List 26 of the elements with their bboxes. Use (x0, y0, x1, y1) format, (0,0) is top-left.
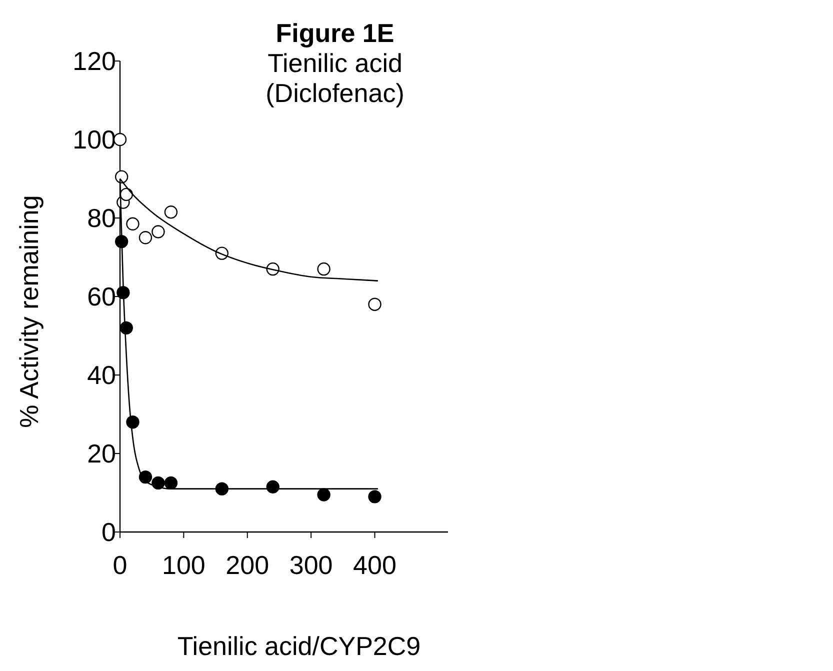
y-tick-label: 0 (102, 517, 116, 547)
y-tick-label: 120 (72, 46, 116, 76)
point (164, 206, 178, 219)
point (114, 170, 128, 184)
y-tick-label: 60 (87, 282, 116, 312)
y-tick-label: 100 (72, 124, 116, 154)
point (152, 476, 165, 490)
chart-subtitle: Tienilic acid (Diclofenac) (266, 48, 404, 108)
point (368, 490, 382, 504)
point (164, 476, 178, 490)
x-tick-label: 200 (226, 550, 270, 580)
point (138, 231, 152, 244)
x-tick-label: 400 (353, 550, 396, 580)
y-axis-title: % Activity remaining (14, 195, 44, 428)
y-tick-label: 80 (87, 203, 116, 233)
point (152, 225, 165, 238)
y-tick-label: 20 (87, 438, 116, 468)
chart-title: Figure 1E (276, 18, 394, 48)
point (126, 217, 140, 230)
x-tick-label: 300 (289, 550, 333, 580)
point (317, 262, 330, 276)
point (368, 298, 382, 311)
x-tick-label: 100 (162, 550, 206, 580)
x-axis-title: Tienilic acid/CYP2C9 (177, 631, 421, 661)
y-tick-label: 40 (87, 360, 116, 390)
point (317, 488, 330, 502)
